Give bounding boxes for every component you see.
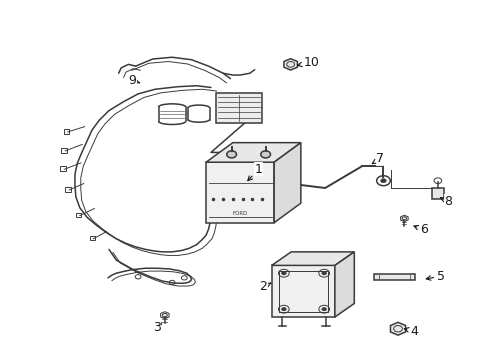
- Circle shape: [381, 179, 387, 183]
- Text: 6: 6: [414, 223, 428, 236]
- Circle shape: [261, 151, 270, 158]
- Text: 1: 1: [248, 163, 263, 181]
- Circle shape: [281, 271, 286, 275]
- Circle shape: [281, 307, 286, 311]
- Polygon shape: [391, 322, 406, 335]
- Text: 9: 9: [128, 74, 140, 87]
- Polygon shape: [272, 265, 335, 317]
- Text: 2: 2: [260, 280, 271, 293]
- Polygon shape: [272, 252, 354, 265]
- Polygon shape: [335, 252, 354, 317]
- Circle shape: [227, 151, 237, 158]
- Polygon shape: [400, 215, 408, 222]
- Polygon shape: [374, 274, 415, 280]
- Polygon shape: [284, 59, 297, 70]
- Polygon shape: [161, 312, 169, 319]
- Polygon shape: [206, 143, 301, 162]
- FancyBboxPatch shape: [216, 93, 262, 123]
- Polygon shape: [274, 143, 301, 223]
- Text: 10: 10: [297, 56, 319, 69]
- Text: 7: 7: [372, 152, 384, 165]
- Text: FORD: FORD: [232, 211, 248, 216]
- Circle shape: [322, 307, 327, 311]
- Text: 3: 3: [153, 321, 162, 334]
- Circle shape: [322, 271, 327, 275]
- Text: 8: 8: [441, 195, 452, 208]
- Polygon shape: [206, 162, 274, 223]
- Text: 5: 5: [426, 270, 445, 283]
- FancyBboxPatch shape: [432, 188, 444, 198]
- Text: 4: 4: [404, 325, 418, 338]
